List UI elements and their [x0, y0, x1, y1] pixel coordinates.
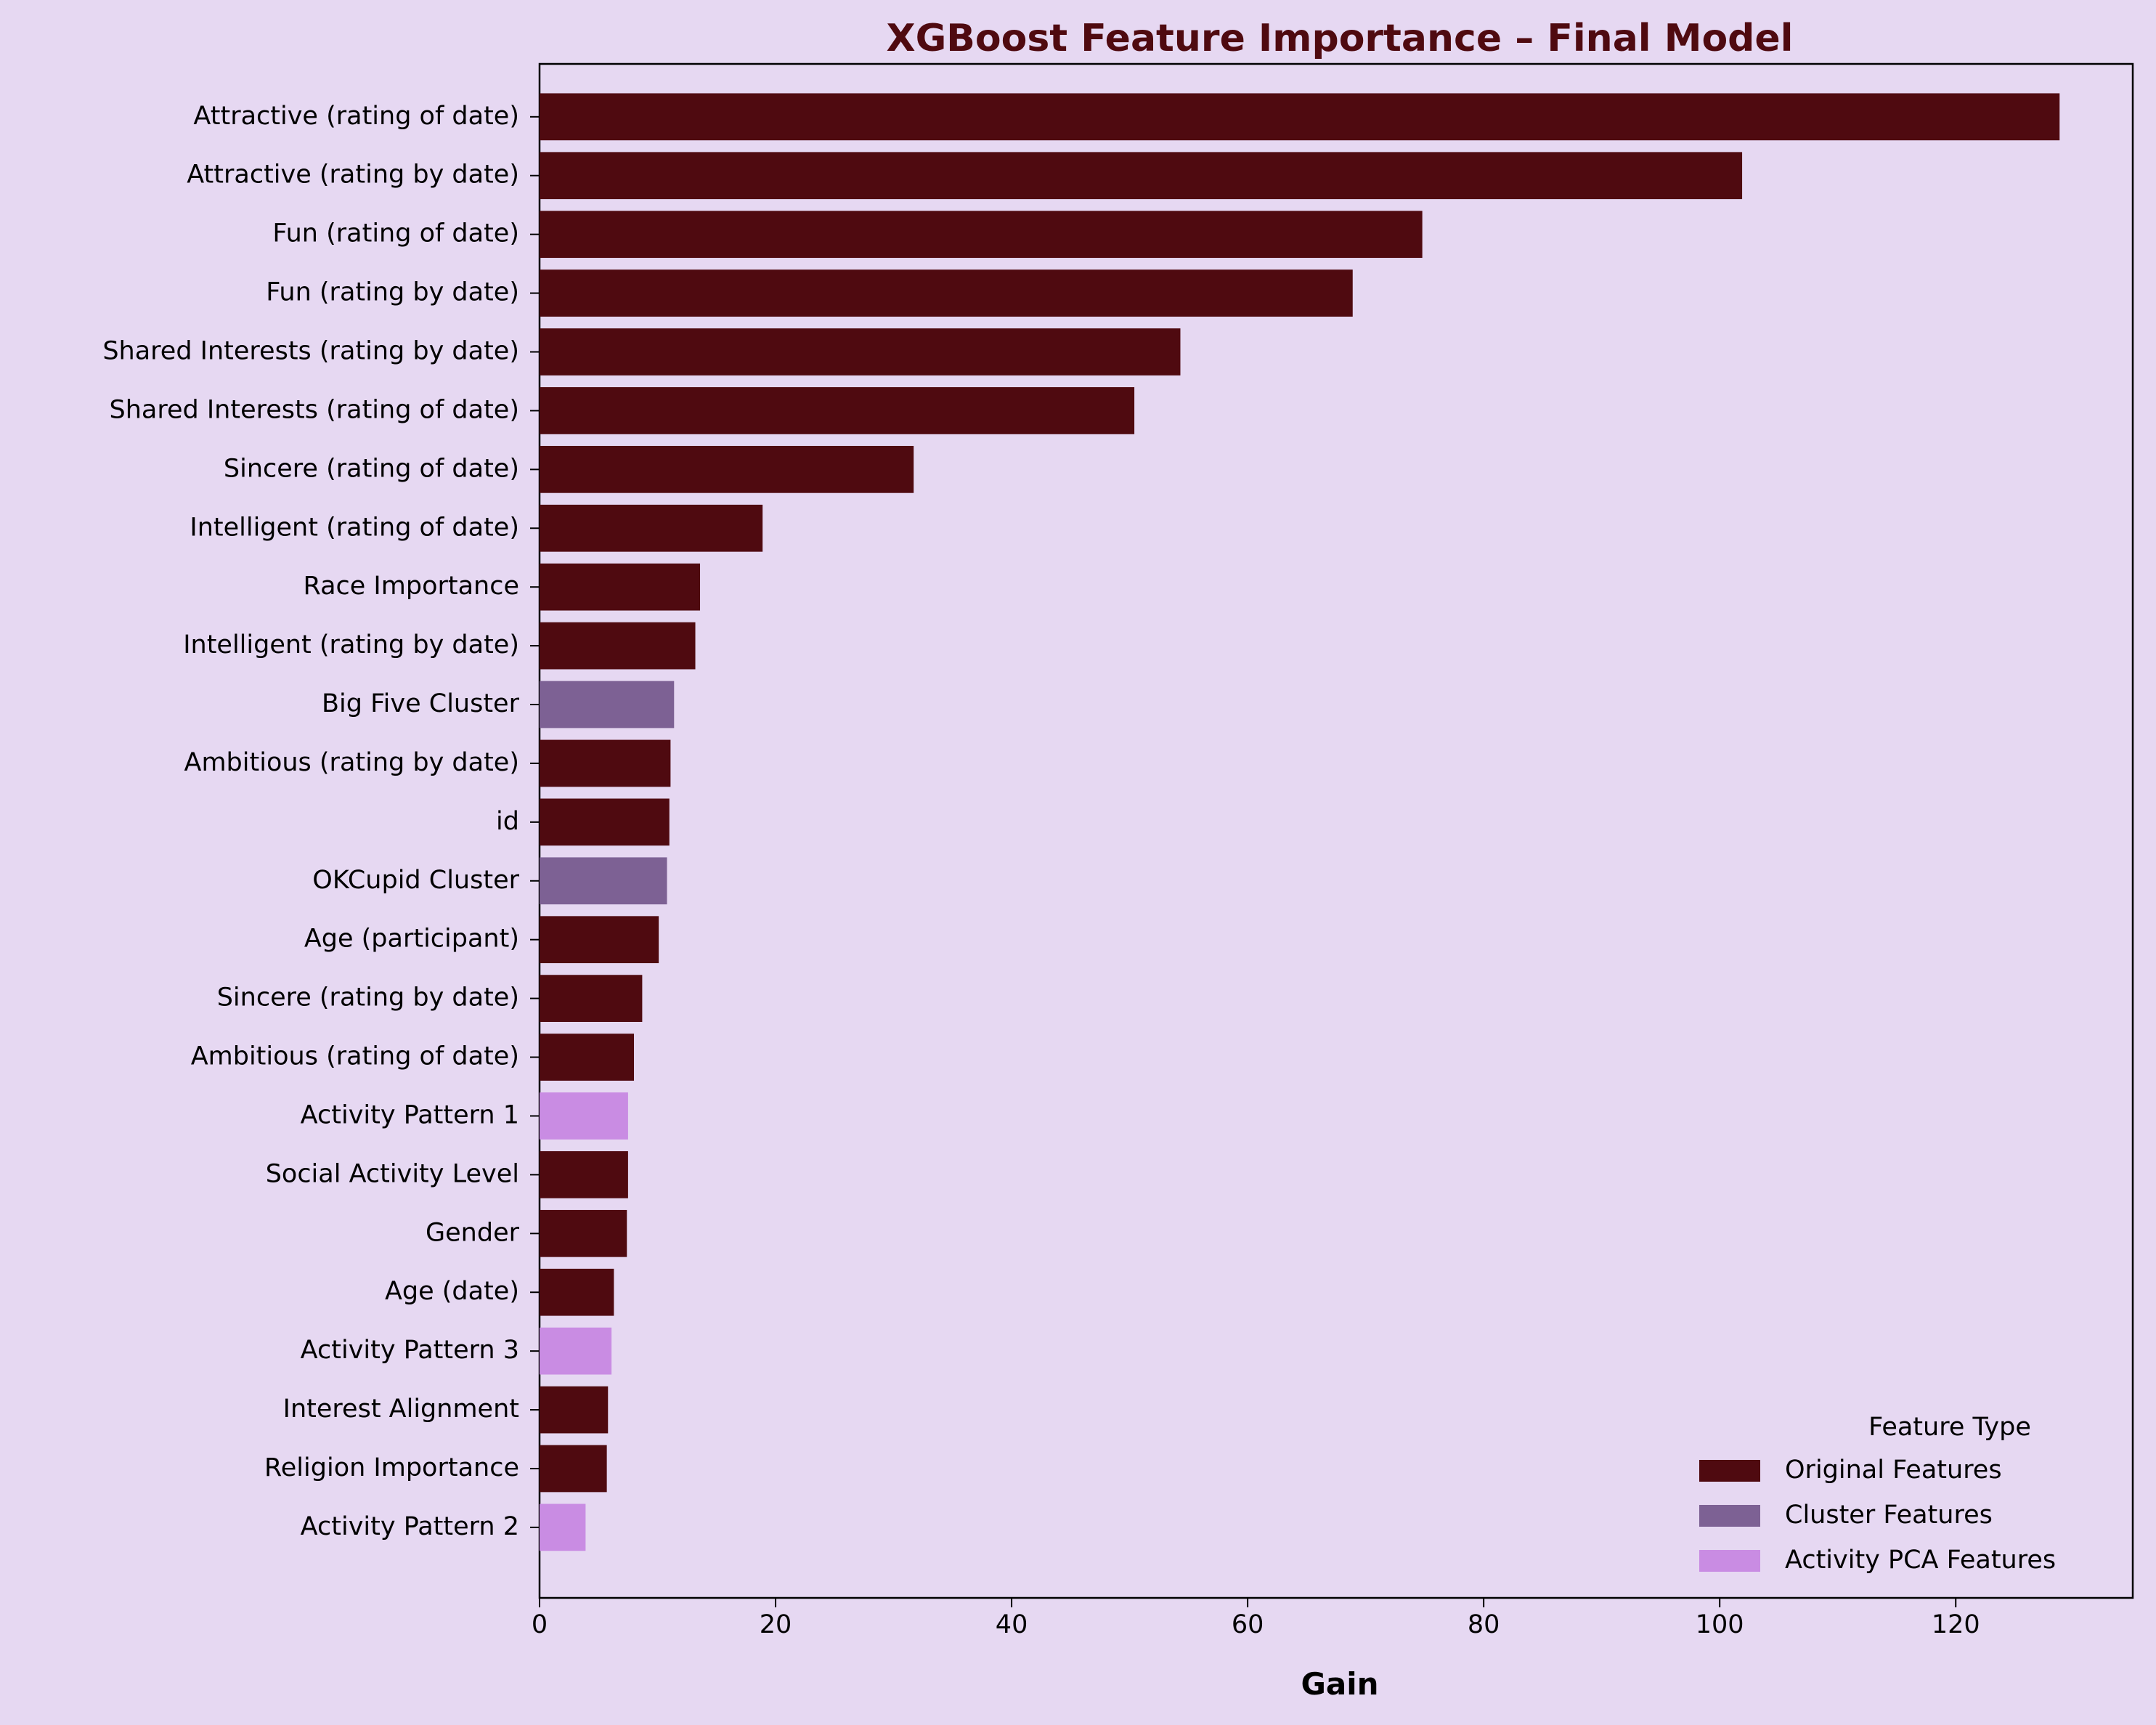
bar-3 [540, 211, 1423, 259]
legend-swatch-1 [1699, 1460, 1760, 1482]
bar-18 [540, 1092, 628, 1140]
legend-swatch-3 [1699, 1550, 1760, 1572]
chart-title: XGBoost Feature Importance – Final Model [887, 17, 1794, 60]
x-tick-label-4: 60 [1232, 1610, 1264, 1639]
y-tick-label-2: Attractive (rating by date) [187, 161, 519, 190]
y-tick-label-20: Gender [426, 1218, 520, 1247]
bar-9 [540, 563, 701, 611]
y-tick-label-24: Religion Importance [264, 1453, 519, 1482]
bar-15 [540, 916, 659, 964]
y-tick-label-15: Age (participant) [304, 925, 519, 954]
y-tick-label-6: Shared Interests (rating of date) [110, 395, 519, 424]
y-tick-label-12: Ambitious (rating by date) [184, 748, 519, 777]
bar-21 [540, 1268, 614, 1316]
y-tick-label-9: Race Importance [304, 572, 519, 601]
bar-8 [540, 504, 763, 552]
bar-13 [540, 798, 670, 846]
y-tick-label-23: Interest Alignment [283, 1395, 519, 1424]
y-tick-label-3: Fun (rating of date) [272, 219, 519, 248]
bar-17 [540, 1034, 635, 1081]
y-tick-label-14: OKCupid Cluster [312, 866, 519, 895]
y-tick-label-16: Sincere (rating by date) [217, 983, 519, 1012]
y-tick-label-22: Activity Pattern 3 [301, 1336, 519, 1365]
bar-16 [540, 975, 643, 1022]
bar-10 [540, 622, 696, 670]
x-tick-label-1: 0 [532, 1610, 548, 1639]
legend: Feature Type Original Features Cluster Fe… [1699, 1413, 2056, 1575]
x-tick-label-3: 40 [996, 1610, 1028, 1639]
y-tick-label-11: Big Five Cluster [322, 689, 520, 718]
y-tick-label-19: Social Activity Level [266, 1159, 519, 1188]
y-tick-label-13: id [496, 807, 519, 836]
bar-19 [540, 1151, 628, 1198]
y-tick-label-25: Activity Pattern 2 [301, 1512, 519, 1541]
bar-11 [540, 681, 675, 728]
y-tick-label-10: Intelligent (rating by date) [183, 630, 519, 659]
bar-22 [540, 1327, 612, 1375]
bar-6 [540, 387, 1135, 434]
plot-area: Attractive (rating of date) Attractive (r… [102, 62, 2134, 1639]
bar-7 [540, 445, 914, 493]
bar-4 [540, 269, 1353, 317]
bar-24 [540, 1445, 607, 1493]
y-tick-label-21: Age (date) [385, 1277, 519, 1306]
bar-20 [540, 1209, 627, 1257]
legend-swatch-2 [1699, 1505, 1760, 1527]
legend-label-2: Cluster Features [1785, 1501, 1993, 1530]
x-axis-label: Gain [1301, 1666, 1378, 1702]
x-tick-label-6: 100 [1696, 1610, 1744, 1639]
y-tick-label-8: Intelligent (rating of date) [190, 513, 519, 542]
x-tick-label-7: 120 [1932, 1610, 1980, 1639]
legend-label-1: Original Features [1785, 1456, 2002, 1485]
bar-23 [540, 1386, 609, 1434]
x-tick-label-2: 20 [760, 1610, 792, 1639]
y-tick-label-7: Sincere (rating of date) [224, 454, 519, 483]
y-tick-label-4: Fun (rating by date) [266, 278, 519, 307]
bar-12 [540, 739, 671, 787]
legend-items: Original Features Cluster Features Activit… [1699, 1456, 2056, 1575]
y-tick-label-18: Activity Pattern 1 [301, 1100, 519, 1129]
bar-5 [540, 328, 1181, 376]
legend-title: Feature Type [1868, 1413, 2031, 1442]
bar-25 [540, 1503, 586, 1551]
bar-14 [540, 857, 667, 905]
legend-label-3: Activity PCA Features [1785, 1546, 2056, 1575]
bar-1 [540, 93, 2060, 141]
y-tick-label-1: Attractive (rating of date) [193, 102, 519, 131]
bar-2 [540, 152, 1743, 200]
x-tick-label-5: 80 [1468, 1610, 1500, 1639]
y-tick-label-5: Shared Interests (rating by date) [102, 337, 519, 366]
y-tick-label-17: Ambitious (rating of date) [191, 1042, 519, 1071]
